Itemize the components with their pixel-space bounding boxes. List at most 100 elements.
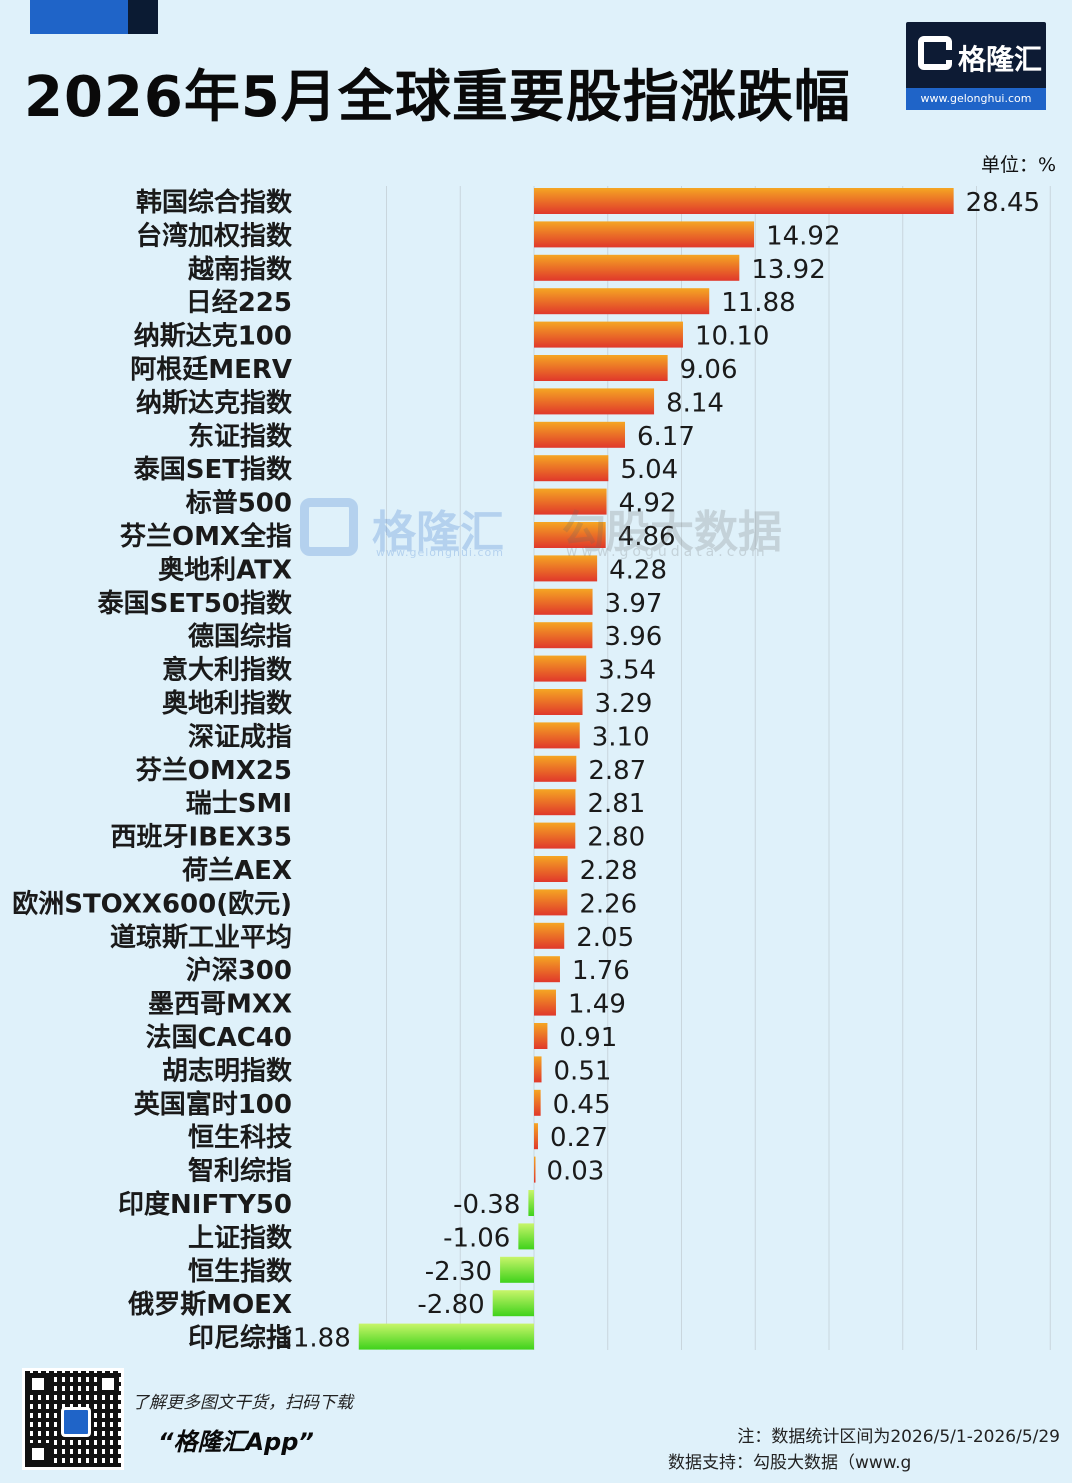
bars — [358, 188, 954, 1350]
category-label: 深证成指 — [188, 722, 292, 752]
bar — [534, 956, 560, 983]
bar — [534, 1156, 536, 1183]
bar — [534, 1123, 538, 1150]
bar — [518, 1223, 534, 1250]
category-label: 德国综指 — [188, 621, 292, 652]
value-label: 11.88 — [721, 288, 795, 318]
value-label: 9.06 — [680, 355, 738, 385]
value-label: 2.05 — [576, 923, 634, 953]
category-label: 瑞士SMI — [186, 789, 292, 819]
bar — [534, 355, 668, 381]
category-label: 法国CAC40 — [146, 1023, 292, 1053]
value-label: 10.10 — [695, 322, 769, 352]
category-label: 俄罗斯MOEX — [127, 1290, 292, 1320]
logo-name: 格隆汇 — [958, 43, 1043, 76]
category-label: 英国富时100 — [134, 1089, 292, 1120]
category-label: 日经225 — [186, 287, 292, 318]
category-label: 越南指数 — [188, 255, 293, 285]
footer-note: 注：数据统计区间为2026/5/1-2026/5/29 — [737, 1427, 1060, 1447]
bar — [534, 321, 683, 348]
category-label: 芬兰OMX25 — [136, 756, 292, 786]
category-label: 泰国SET指数 — [134, 455, 293, 485]
qr-finder — [97, 1373, 119, 1395]
category-label: 泰国SET50指数 — [98, 589, 293, 619]
bar — [534, 789, 576, 816]
category-label: 西班牙IBEX35 — [111, 823, 292, 853]
bar — [358, 1323, 534, 1350]
bar — [534, 588, 593, 615]
bar — [534, 689, 583, 715]
value-label: 5.04 — [620, 455, 678, 485]
bar — [534, 1023, 548, 1049]
value-label: 2.80 — [587, 823, 645, 853]
bar — [492, 1290, 534, 1317]
bar — [534, 1089, 541, 1116]
value-label: 2.87 — [588, 756, 646, 786]
bar — [534, 555, 598, 582]
chart-title: 2026年5月全球重要股指涨跌幅 — [24, 65, 851, 130]
value-label: -11.88 — [267, 1324, 351, 1354]
top-accent-bar-dark — [128, 0, 158, 34]
category-label: 恒生指数 — [188, 1257, 293, 1287]
bar — [534, 522, 606, 548]
value-label: 4.86 — [618, 522, 676, 552]
footer-app-name: “格隆汇App” — [158, 1428, 314, 1456]
qr-finder — [27, 1373, 49, 1395]
category-label: 纳斯达克100 — [134, 321, 292, 352]
category-label: 台湾加权指数 — [136, 220, 293, 251]
category-label: 道琼斯工业平均 — [110, 922, 292, 953]
category-label: 标普500 — [186, 488, 292, 519]
bar — [534, 922, 565, 949]
bar — [500, 1256, 534, 1283]
value-label: 0.03 — [546, 1157, 604, 1187]
category-label: 东证指数 — [188, 421, 293, 452]
app-logo-icon — [61, 1407, 91, 1437]
category-label: 印度NIFTY50 — [118, 1189, 292, 1220]
footer-source: 数据支持：勾股大数据（www.g — [668, 1453, 912, 1473]
category-label: 奥地利指数 — [162, 688, 293, 719]
g-logo-icon — [918, 36, 952, 70]
category-label: 上证指数 — [188, 1223, 293, 1253]
bar — [534, 889, 568, 916]
value-label: 28.45 — [966, 188, 1040, 218]
value-label: 6.17 — [637, 422, 695, 452]
category-label: 墨西哥MXX — [148, 990, 292, 1020]
unit-label: 单位：% — [980, 154, 1056, 176]
value-label: 0.51 — [554, 1056, 612, 1086]
bar — [534, 989, 556, 1016]
brand-logo: 格隆汇 www.gelonghui.com — [906, 22, 1046, 110]
value-label: 8.14 — [666, 388, 724, 418]
value-label: 14.92 — [766, 221, 840, 251]
category-label: 阿根廷MERV — [130, 355, 292, 385]
category-label: 智利综指 — [188, 1156, 292, 1187]
bar — [534, 622, 593, 649]
value-label: 2.28 — [580, 856, 638, 886]
category-label: 荷兰AEX — [182, 856, 292, 886]
bar — [534, 388, 655, 415]
value-label: 0.91 — [559, 1023, 617, 1053]
value-label: 0.27 — [550, 1123, 608, 1153]
bar — [528, 1190, 534, 1216]
value-label: 2.26 — [579, 889, 637, 919]
footer-tagline: 了解更多图文干货，扫码下载 — [132, 1393, 353, 1413]
value-label: -2.30 — [425, 1257, 492, 1287]
bar — [534, 722, 580, 749]
value-label: 2.81 — [587, 789, 645, 819]
value-label: 13.92 — [751, 255, 825, 285]
category-label: 韩国综合指数 — [136, 187, 293, 218]
value-label: -0.38 — [453, 1190, 520, 1220]
value-label: 4.28 — [609, 555, 667, 585]
category-label: 奥地利ATX — [158, 554, 292, 585]
value-label: 3.10 — [592, 722, 650, 752]
bar — [534, 254, 740, 281]
value-label: 4.92 — [619, 489, 677, 519]
category-label: 芬兰OMX全指 — [120, 521, 292, 552]
value-label: 3.97 — [605, 589, 663, 619]
qr-finder — [27, 1443, 49, 1465]
category-label: 纳斯达克指数 — [136, 387, 293, 418]
bar — [534, 488, 607, 515]
value-label: 3.54 — [598, 656, 656, 686]
qr-code[interactable] — [22, 1368, 124, 1470]
bar — [534, 221, 755, 248]
